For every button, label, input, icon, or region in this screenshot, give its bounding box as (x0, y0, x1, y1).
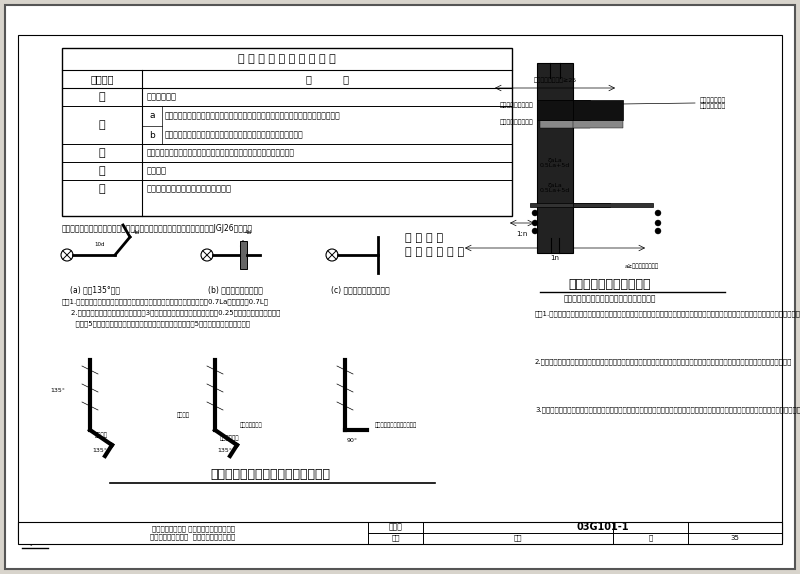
Bar (573, 120, 623, 128)
Text: 三: 三 (98, 148, 106, 158)
Circle shape (532, 210, 538, 216)
Text: 严寒和寒冷地区的露天环境；与无侵蚀性的水或土壤直接接触的环境: 严寒和寒冷地区的露天环境；与无侵蚀性的水或土壤直接接触的环境 (165, 130, 304, 139)
Text: 注：1.梁中间支座下部钢筋构造，是在支座两边均有一排架纵筋均伸入支座范围内的前提下，为保证相邻纵筋在支座内上下左右彼此之间的净距均满足规范要求和保证节点部位钢筋: 注：1.梁中间支座下部钢筋构造，是在支座两边均有一排架纵筋均伸入支座范围内的前提… (535, 310, 800, 317)
Text: (b) 末端与钢板穿孔焊接: (b) 末端与钢板穿孔焊接 (207, 285, 262, 294)
Text: 钢筋机械锚固构造 梁中间支座下部钢筋构造
箍筋及拉筋弯钩构造  混凝土结构的环境类别: 钢筋机械锚固构造 梁中间支座下部钢筋构造 箍筋及拉筋弯钩构造 混凝土结构的环境类… (150, 526, 236, 540)
Circle shape (532, 220, 538, 226)
Text: （括号内为非抗震框架梁下部钢筋锚固长度）: （括号内为非抗震框架梁下部钢筋锚固长度） (564, 294, 656, 303)
Text: 受人为或自然的侵蚀性物质影响的环境: 受人为或自然的侵蚀性物质影响的环境 (147, 184, 232, 193)
Text: 1:n: 1:n (516, 231, 528, 237)
Text: 90°: 90° (347, 437, 358, 443)
Text: 135°: 135° (92, 448, 107, 452)
Text: 二: 二 (98, 120, 106, 130)
Text: 4d: 4d (133, 231, 140, 235)
Text: 另一方向梁下部钢筋: 另一方向梁下部钢筋 (499, 119, 533, 125)
Text: 室内潮湿环境；非严寒和非寒冷地区的露天环境；与无侵蚀性水或土壤直接接触的环境: 室内潮湿环境；非严寒和非寒冷地区的露天环境；与无侵蚀性水或土壤直接接触的环境 (165, 111, 341, 121)
Text: 03G101-1: 03G101-1 (576, 522, 629, 532)
Text: 海水环境: 海水环境 (147, 166, 167, 176)
Text: 混 凝 土 结 构 的 环 境 类 别: 混 凝 土 结 构 的 环 境 类 别 (238, 54, 336, 64)
Text: 35: 35 (730, 535, 739, 541)
Text: 3.当需（不包括框架梁）下管第二排钢筋不伸入支座时，设计者如果在计算中考虑充分利用纵向钢筋的抗压强度，则在计算时须减去不伸入支座的那一部分钢筋面积。: 3.当需（不包括框架梁）下管第二排钢筋不伸入支座时，设计者如果在计算中考虑充分利… (535, 406, 800, 413)
Text: 环境类别: 环境类别 (90, 74, 114, 84)
Bar (540, 120, 590, 128)
Text: (c) 末端与短钢筋双面焊接: (c) 末端与短钢筋双面焊接 (330, 285, 390, 294)
Text: 2.机械锚固长度范围内的箍筋不应少于3个，其直径不应小于纵向钢筋直径的0.25倍，其间距不应大于纵向: 2.机械锚固长度范围内的箍筋不应少于3个，其直径不应小于纵向钢筋直径的0.25倍… (62, 309, 280, 316)
Text: 纵 向 钢 筋
机 械 锚 固 构 造: 纵 向 钢 筋 机 械 锚 固 构 造 (405, 233, 464, 257)
Bar (240, 241, 247, 269)
Circle shape (655, 220, 661, 226)
Text: 五: 五 (98, 184, 106, 194)
Text: a: a (150, 111, 154, 121)
Text: 具体规格，抗震: 具体规格，抗震 (240, 422, 262, 428)
Circle shape (532, 228, 538, 234)
Bar (537, 63, 573, 253)
Text: 4d: 4d (245, 231, 252, 235)
Text: 使用除冰盐的环境；严寒和寒冷地区冬季水位变动的环境；海岸室外环境: 使用除冰盐的环境；严寒和寒冷地区冬季水位变动的环境；海岸室外环境 (147, 149, 295, 157)
Bar (537, 100, 573, 120)
Text: 弯钩构造: 弯钩构造 (95, 432, 108, 438)
Text: 上下两排钢筋之距≥25: 上下两排钢筋之距≥25 (534, 77, 577, 83)
Bar (573, 100, 623, 120)
Text: 另一方向梁上部钢筋: 另一方向梁上部钢筋 (499, 102, 533, 108)
Text: ζaLa
0.5La+5d: ζaLa 0.5La+5d (540, 158, 570, 168)
Text: 四: 四 (98, 166, 106, 176)
Circle shape (655, 210, 661, 216)
Text: 10d: 10d (94, 242, 106, 247)
Text: 注：严寒和寒冷地区的划分应符合国家现行标准《民用建筑节能设计标准》JGJ26的规定。: 注：严寒和寒冷地区的划分应符合国家现行标准《民用建筑节能设计标准》JGJ26的规… (62, 224, 253, 233)
Text: 条          件: 条 件 (306, 74, 349, 84)
Text: 审核: 审核 (391, 535, 400, 541)
Text: 梁中间支座下部钢筋构造: 梁中间支座下部钢筋构造 (569, 278, 651, 291)
Text: 五: 五 (648, 535, 653, 541)
Bar (530, 203, 610, 207)
Text: 钢筋的5倍，当保护层厚度混凝土保护层厚度不小于钢筋直径的5倍时，可不配置上述箍筋。: 钢筋的5倍，当保护层厚度混凝土保护层厚度不小于钢筋直径的5倍时，可不配置上述箍筋… (62, 320, 250, 327)
Text: 1n: 1n (550, 255, 559, 261)
Text: 不伸入支座纵筋
下部第二排钢筋: 不伸入支座纵筋 下部第二排钢筋 (700, 97, 726, 109)
Text: (a) 末端135°弯钩: (a) 末端135°弯钩 (70, 285, 120, 294)
Text: 一: 一 (98, 92, 106, 102)
Text: 135°: 135° (50, 387, 65, 393)
Text: 校对: 校对 (514, 535, 522, 541)
Bar (18, 35, 782, 540)
Text: 弯钩长度: 弯钩长度 (177, 412, 190, 418)
Text: a≥设计锚固位置不足: a≥设计锚固位置不足 (625, 263, 659, 269)
Circle shape (655, 228, 661, 234)
Text: 图集号: 图集号 (389, 522, 402, 532)
Text: 注：1.当采用机械锚固措施时，包括附加锚固端头在内的锚固长度：抗震可为0.7La，非抗震为0.7L。: 注：1.当采用机械锚固措施时，包括附加锚固端头在内的锚固长度：抗震可为0.7La… (62, 298, 269, 305)
Text: 135°: 135° (217, 448, 232, 452)
Text: 2.梁中间支座下部钢筋构造同样适用于非框架梁。当用于非框架梁时，下管下钢筋的锚固长度详见本图集相应的非框架梁构造及其说明。: 2.梁中间支座下部钢筋构造同样适用于非框架梁。当用于非框架梁时，下管下钢筋的锚固… (535, 358, 792, 364)
Text: ζaLa
0.5La+5d: ζaLa 0.5La+5d (540, 183, 570, 193)
Bar (573, 203, 653, 207)
Text: b: b (149, 130, 155, 139)
Bar (62, 48, 512, 216)
Text: 弯钩构造同左: 弯钩构造同左 (220, 435, 239, 441)
Bar (18, 522, 782, 544)
Bar (540, 100, 590, 120)
Text: 梁、柱、剪力墙箍筋和拉筋弯钩构造: 梁、柱、剪力墙箍筋和拉筋弯钩构造 (210, 468, 330, 482)
Text: 室内正常环境: 室内正常环境 (147, 92, 177, 102)
Text: 拉筋紧靠纵向钢筋并与在箍筋: 拉筋紧靠纵向钢筋并与在箍筋 (375, 422, 418, 428)
